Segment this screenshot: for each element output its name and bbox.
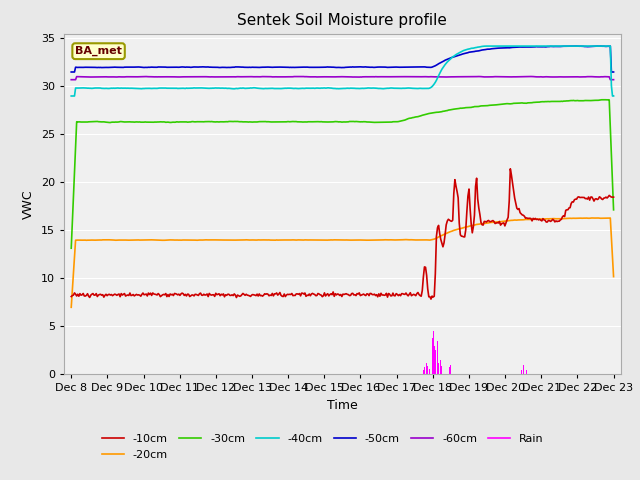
Legend: -10cm, -20cm, -30cm, -40cm, -50cm, -60cm, Rain: -10cm, -20cm, -30cm, -40cm, -50cm, -60cm…: [97, 430, 548, 464]
Text: BA_met: BA_met: [75, 46, 122, 56]
Bar: [440, 360, 441, 374]
Bar: [523, 367, 524, 374]
Bar: [423, 370, 424, 374]
X-axis label: Time: Time: [327, 399, 358, 412]
Bar: [447, 369, 449, 374]
Title: Sentek Soil Moisture profile: Sentek Soil Moisture profile: [237, 13, 447, 28]
Bar: [436, 341, 438, 374]
Bar: [434, 346, 435, 374]
Bar: [521, 370, 522, 374]
Bar: [427, 366, 428, 374]
Bar: [426, 363, 427, 374]
Bar: [433, 331, 434, 374]
Bar: [431, 338, 433, 374]
Bar: [526, 370, 527, 374]
Y-axis label: VWC: VWC: [22, 189, 35, 219]
Bar: [429, 369, 430, 374]
Bar: [435, 350, 436, 374]
Bar: [424, 367, 426, 374]
